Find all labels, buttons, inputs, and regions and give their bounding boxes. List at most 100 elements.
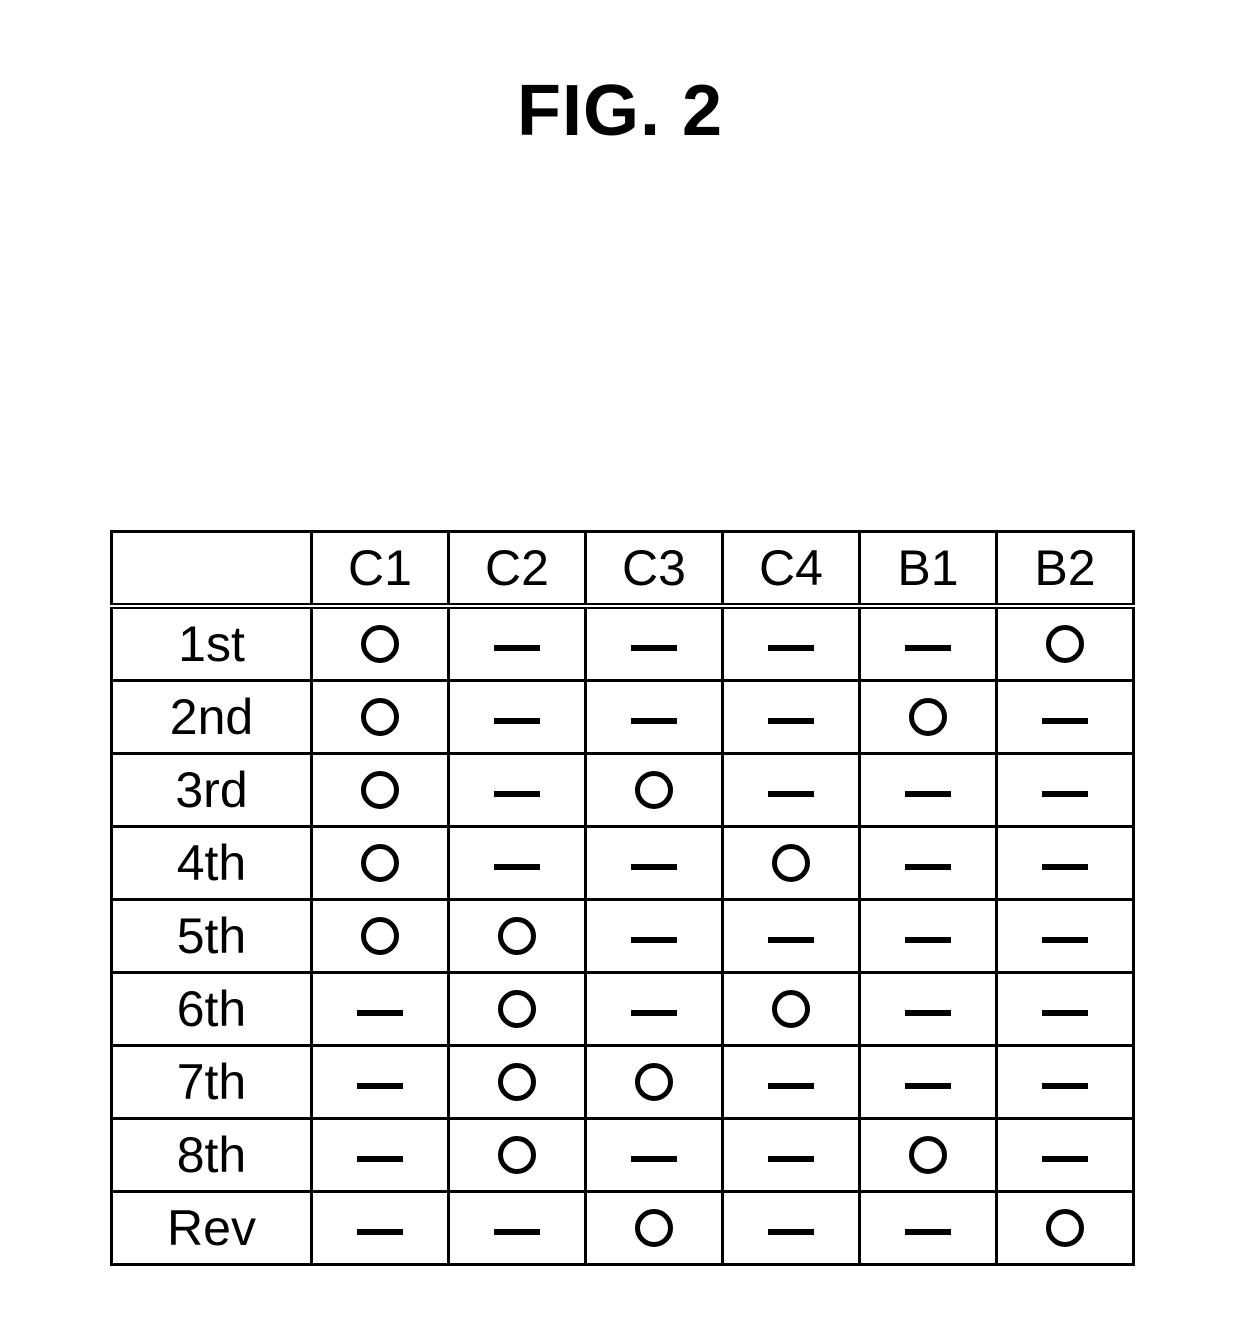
table-cell	[312, 1119, 449, 1192]
table-cell	[860, 900, 997, 973]
table-cell	[860, 606, 997, 681]
table-cell	[586, 1046, 723, 1119]
table-cell	[997, 900, 1134, 973]
engaged-mark-icon	[450, 1136, 584, 1174]
not-engaged-mark-icon	[1042, 1010, 1088, 1016]
engaged-mark-icon	[450, 990, 584, 1028]
table-cell	[723, 1119, 860, 1192]
engaged-mark-icon	[313, 771, 447, 809]
engaged-mark-icon	[313, 698, 447, 736]
table-cell	[723, 900, 860, 973]
engaged-mark-icon	[998, 1209, 1132, 1247]
not-engaged-mark-icon	[357, 1083, 403, 1089]
col-header: C4	[723, 532, 860, 607]
col-header: C2	[449, 532, 586, 607]
not-engaged-mark-icon	[768, 1229, 814, 1235]
table-cell	[997, 754, 1134, 827]
table-cell	[312, 754, 449, 827]
table-cell	[586, 606, 723, 681]
table-cell	[586, 827, 723, 900]
table-cell	[586, 1192, 723, 1265]
row-header: 4th	[112, 827, 312, 900]
engaged-mark-icon	[724, 990, 858, 1028]
not-engaged-mark-icon	[905, 1229, 951, 1235]
table-row: 8th	[112, 1119, 1134, 1192]
table-cell	[586, 973, 723, 1046]
not-engaged-mark-icon	[905, 1083, 951, 1089]
table-cell	[449, 900, 586, 973]
not-engaged-mark-icon	[768, 1156, 814, 1162]
col-header: B1	[860, 532, 997, 607]
row-header: 1st	[112, 606, 312, 681]
table-row: 6th	[112, 973, 1134, 1046]
table-cell	[997, 1046, 1134, 1119]
not-engaged-mark-icon	[357, 1229, 403, 1235]
not-engaged-mark-icon	[631, 1010, 677, 1016]
not-engaged-mark-icon	[631, 1156, 677, 1162]
not-engaged-mark-icon	[1042, 864, 1088, 870]
engaged-mark-icon	[587, 771, 721, 809]
engaged-mark-icon	[450, 917, 584, 955]
table-cell	[723, 973, 860, 1046]
not-engaged-mark-icon	[494, 1229, 540, 1235]
table-cell	[860, 1119, 997, 1192]
table-cell	[449, 681, 586, 754]
table-cell	[312, 1192, 449, 1265]
not-engaged-mark-icon	[1042, 937, 1088, 943]
engaged-mark-icon	[450, 1063, 584, 1101]
table-cell	[723, 754, 860, 827]
row-header: 6th	[112, 973, 312, 1046]
not-engaged-mark-icon	[905, 1010, 951, 1016]
table-cell	[449, 1192, 586, 1265]
table-cell	[312, 973, 449, 1046]
table-row: 1st	[112, 606, 1134, 681]
not-engaged-mark-icon	[494, 864, 540, 870]
engaged-mark-icon	[861, 1136, 995, 1174]
table-header-row: C1 C2 C3 C4 B1 B2	[112, 532, 1134, 607]
row-header: 7th	[112, 1046, 312, 1119]
row-header: 2nd	[112, 681, 312, 754]
col-header: B2	[997, 532, 1134, 607]
table-cell	[860, 1046, 997, 1119]
table-cell	[312, 1046, 449, 1119]
table-cell	[860, 754, 997, 827]
not-engaged-mark-icon	[905, 864, 951, 870]
col-header: C1	[312, 532, 449, 607]
not-engaged-mark-icon	[631, 718, 677, 724]
table-cell	[723, 1046, 860, 1119]
table-cell	[312, 827, 449, 900]
engaged-mark-icon	[587, 1063, 721, 1101]
table-cell	[723, 1192, 860, 1265]
not-engaged-mark-icon	[357, 1010, 403, 1016]
not-engaged-mark-icon	[631, 864, 677, 870]
table-cell	[860, 1192, 997, 1265]
table-cell	[449, 754, 586, 827]
figure-title: FIG. 2	[0, 70, 1240, 152]
not-engaged-mark-icon	[1042, 791, 1088, 797]
table-row: 5th	[112, 900, 1134, 973]
table-cell	[449, 1119, 586, 1192]
table-cell	[997, 681, 1134, 754]
row-header: 8th	[112, 1119, 312, 1192]
engaged-mark-icon	[724, 844, 858, 882]
table-cell	[997, 1119, 1134, 1192]
table-cell	[586, 1119, 723, 1192]
table-row: 2nd	[112, 681, 1134, 754]
not-engaged-mark-icon	[768, 645, 814, 651]
not-engaged-mark-icon	[905, 937, 951, 943]
table-corner-cell	[112, 532, 312, 607]
table-cell	[586, 754, 723, 827]
engaged-mark-icon	[861, 698, 995, 736]
table-cell	[449, 973, 586, 1046]
not-engaged-mark-icon	[905, 645, 951, 651]
table-cell	[312, 681, 449, 754]
row-header: Rev	[112, 1192, 312, 1265]
engagement-table-container: C1 C2 C3 C4 B1 B2 1st2nd3rd4th5th6th7th8…	[110, 530, 1130, 1266]
table-cell	[312, 606, 449, 681]
engaged-mark-icon	[998, 625, 1132, 663]
table-cell	[586, 900, 723, 973]
not-engaged-mark-icon	[494, 645, 540, 651]
table-cell	[449, 827, 586, 900]
table-row: 4th	[112, 827, 1134, 900]
not-engaged-mark-icon	[1042, 1156, 1088, 1162]
